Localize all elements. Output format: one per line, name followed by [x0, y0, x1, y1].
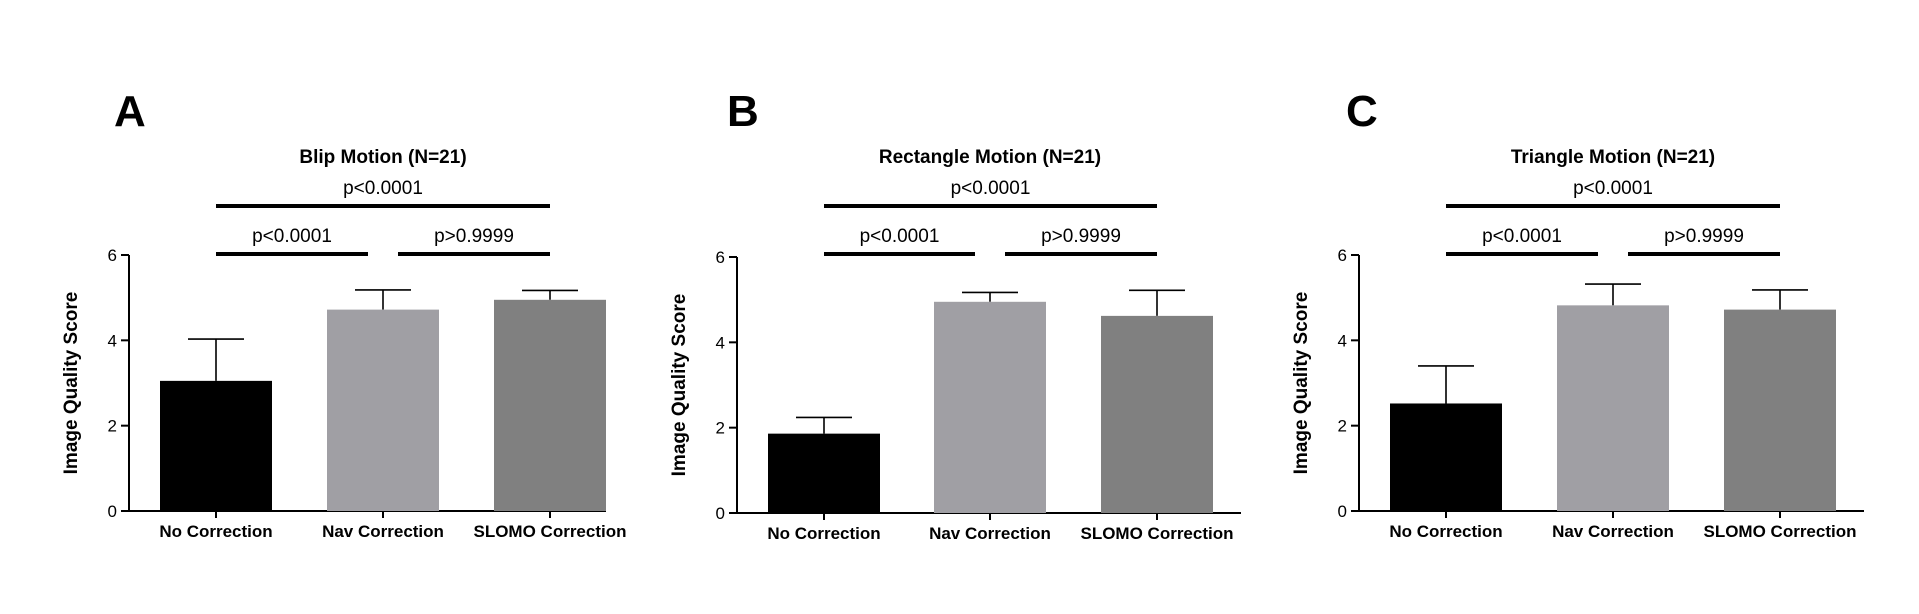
y-tick-label: 0 [716, 504, 725, 523]
y-axis-label: Image Quality Score [669, 294, 690, 477]
y-tick-label: 4 [716, 333, 725, 352]
x-tick-label: SLOMO Correction [473, 522, 626, 541]
p-value-label: p<0.0001 [860, 226, 940, 247]
bar [768, 433, 880, 513]
p-value-label: p<0.0001 [951, 178, 1031, 199]
panel-letter: B [727, 87, 759, 136]
chart-title: Blip Motion (N=21) [299, 147, 466, 168]
y-tick-label: 0 [108, 502, 117, 521]
chart-title: Rectangle Motion (N=21) [879, 147, 1101, 168]
bar [327, 309, 439, 511]
x-tick-label: Nav Correction [1552, 522, 1674, 541]
x-tick-label: No Correction [767, 524, 880, 543]
p-value-label: p>0.9999 [1041, 226, 1121, 247]
x-tick-label: Nav Correction [929, 524, 1051, 543]
y-tick-label: 0 [1338, 502, 1347, 521]
p-value-label: p>0.9999 [434, 226, 514, 247]
x-tick-label: SLOMO Correction [1703, 522, 1856, 541]
y-tick-label: 2 [716, 419, 725, 438]
bar [494, 299, 606, 511]
bar [1390, 403, 1502, 511]
y-tick-label: 2 [108, 417, 117, 436]
p-value-label: p<0.0001 [1573, 178, 1653, 199]
chart-title: Triangle Motion (N=21) [1511, 147, 1715, 168]
panel-letter: C [1346, 87, 1378, 136]
y-tick-label: 4 [1338, 331, 1347, 350]
y-tick-label: 6 [1338, 246, 1347, 265]
y-axis-label: Image Quality Score [61, 292, 82, 475]
bar [1557, 305, 1669, 511]
y-tick-label: 4 [108, 331, 117, 350]
x-tick-label: No Correction [1389, 522, 1502, 541]
bar [934, 301, 1046, 513]
x-tick-label: No Correction [159, 522, 272, 541]
bar [1724, 309, 1836, 511]
y-tick-label: 6 [716, 248, 725, 267]
p-value-label: p<0.0001 [1482, 226, 1562, 247]
y-tick-label: 2 [1338, 417, 1347, 436]
x-tick-label: SLOMO Correction [1080, 524, 1233, 543]
panel-letter: A [114, 87, 146, 136]
bar [160, 380, 272, 511]
y-axis-label: Image Quality Score [1291, 292, 1312, 475]
p-value-label: p<0.0001 [343, 178, 423, 199]
y-tick-label: 6 [108, 246, 117, 265]
p-value-label: p<0.0001 [252, 226, 332, 247]
bar [1101, 315, 1213, 513]
x-tick-label: Nav Correction [322, 522, 444, 541]
p-value-label: p>0.9999 [1664, 226, 1744, 247]
